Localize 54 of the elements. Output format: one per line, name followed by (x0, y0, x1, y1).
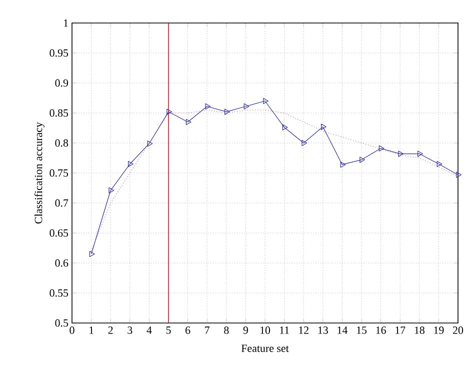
x-tick-label: 17 (396, 326, 406, 334)
x-tick-label: 18 (414, 326, 424, 334)
x-tick-label: 11 (280, 326, 289, 334)
point (418, 150, 423, 157)
point (89, 250, 95, 258)
point (147, 140, 153, 147)
point (340, 162, 346, 168)
point (456, 172, 462, 178)
x-tick-label: 8 (224, 326, 229, 334)
point (108, 187, 114, 194)
point (436, 160, 442, 168)
point (224, 108, 230, 115)
point (244, 103, 250, 110)
x-tick-label: 5 (166, 326, 171, 334)
x-tick-label: 3 (128, 326, 132, 334)
y-axis-title: Classification accuracy (34, 122, 44, 224)
x-tick-label: 2 (108, 326, 113, 334)
y-tick-label: 0.55 (50, 289, 68, 297)
x-axis-title: Feature set (241, 344, 289, 352)
x-tick-label: 13 (318, 326, 328, 334)
x-tick-label: 4 (146, 326, 152, 334)
x-tick-label: 7 (205, 326, 210, 334)
point (302, 140, 308, 146)
y-tick-label: 0.65 (50, 229, 68, 237)
point (398, 150, 404, 157)
x-tick-label: 6 (186, 326, 190, 334)
y-tick-label: 0.6 (55, 259, 68, 267)
x-tick-label: 16 (376, 326, 386, 334)
point (321, 124, 326, 130)
y-tick-label: 0.9 (55, 79, 68, 87)
point (166, 108, 172, 115)
point (282, 124, 288, 130)
x-tick-label: 20 (453, 326, 464, 334)
point (263, 98, 268, 104)
point (205, 103, 211, 110)
point (378, 145, 384, 152)
x-tick-label: 1 (90, 326, 94, 334)
x-tick-label: 0 (70, 326, 74, 334)
y-tick-label: 0.95 (50, 49, 68, 57)
x-tick-label: 15 (356, 326, 367, 334)
x-tick-label: 10 (260, 326, 270, 334)
y-tick-label: 0.7 (55, 199, 68, 207)
x-tick-label: 14 (338, 326, 348, 334)
y-tick-label: 1 (64, 19, 68, 27)
y-tick-label: 0.8 (55, 139, 68, 147)
y-tick-label: 0.75 (50, 169, 68, 177)
y-tick-label: 0.5 (55, 319, 68, 327)
x-tick-label: 9 (243, 326, 248, 334)
y-tick-label: 0.85 (50, 109, 68, 117)
point (128, 160, 134, 168)
x-tick-label: 19 (434, 326, 444, 334)
point (360, 156, 365, 163)
x-tick-label: 12 (299, 326, 308, 334)
point (186, 118, 192, 126)
